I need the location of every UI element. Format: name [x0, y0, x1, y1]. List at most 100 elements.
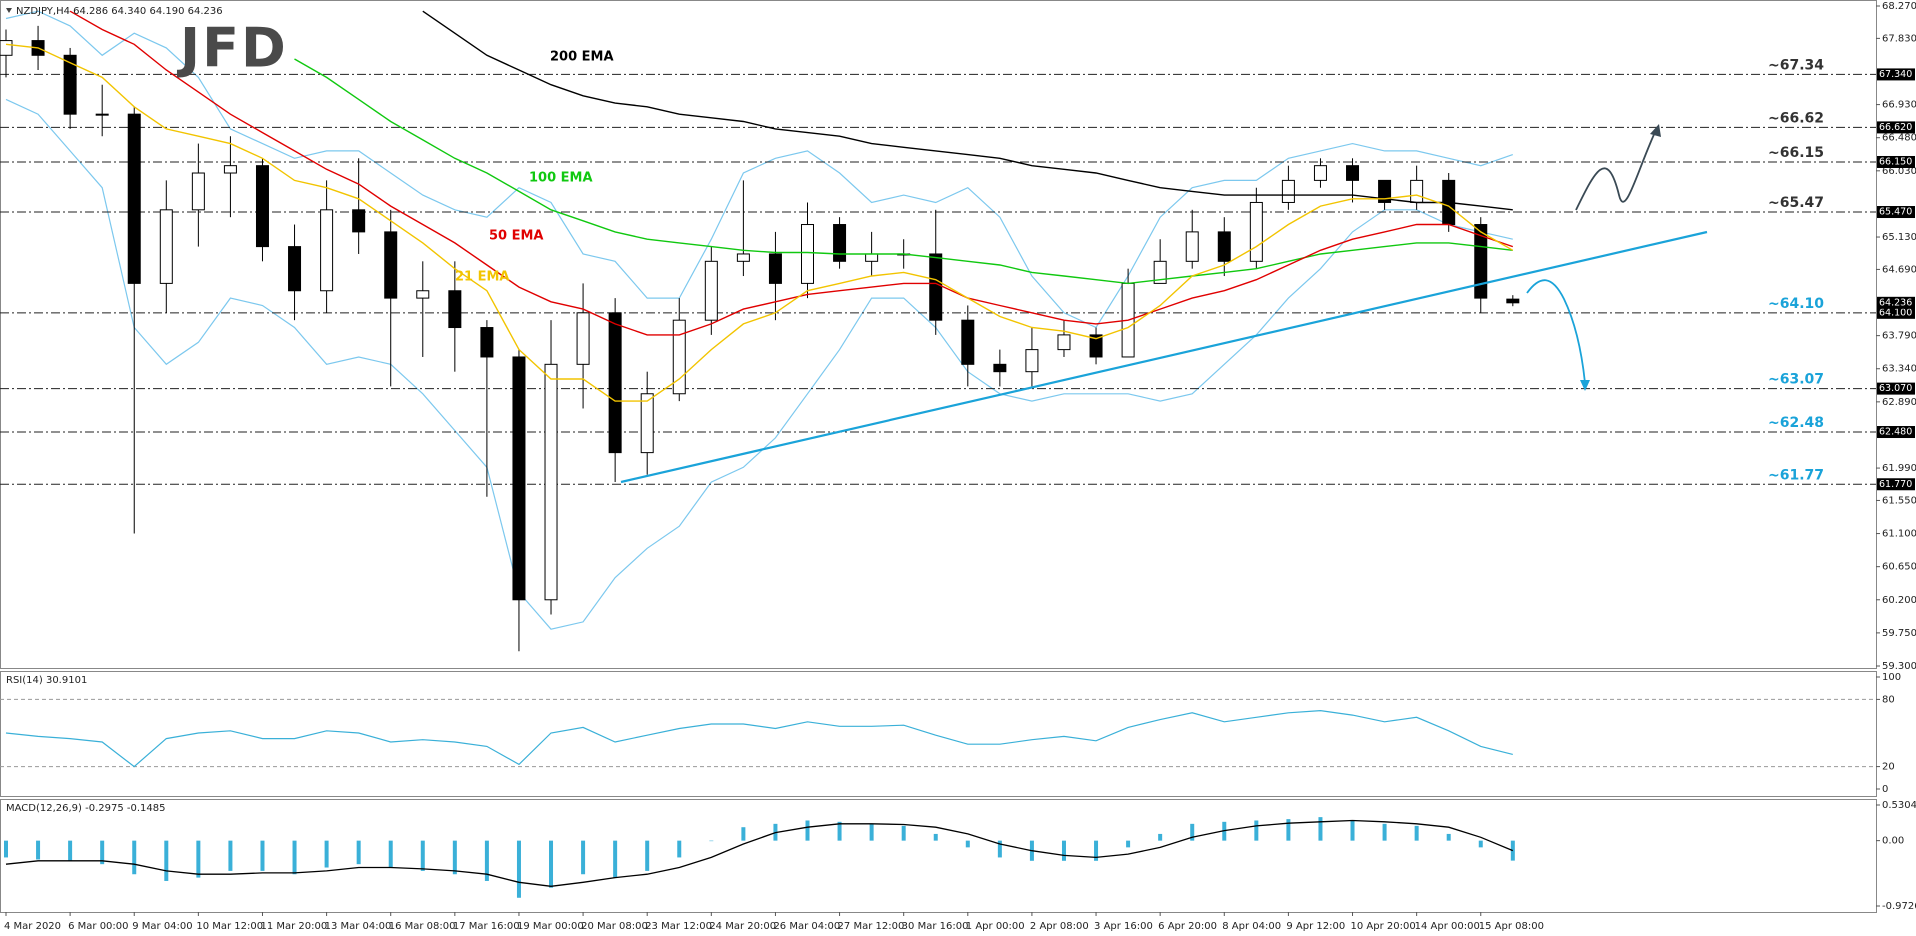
y-tick-label: 63.340 — [1882, 364, 1916, 375]
candle-body — [704, 260, 718, 321]
macd-title: MACD(12,26,9) -0.2975 -0.1485 — [6, 803, 166, 814]
level-label: ~65.47 — [1768, 195, 1824, 211]
x-tick-label: 30 Mar 16:00 — [902, 921, 969, 932]
candle-body — [929, 253, 943, 321]
level-box-label: 62.480 — [1879, 427, 1912, 438]
level-box — [1877, 382, 1915, 395]
candle-body — [801, 224, 814, 284]
macd-bar — [1061, 840, 1066, 861]
candle-body — [480, 327, 494, 358]
macd-bar — [452, 840, 457, 875]
ema-line — [5, 43, 1514, 402]
ema-label: 200 EMA — [550, 50, 614, 65]
macd-bar — [4, 840, 8, 858]
ema-line — [294, 58, 1513, 285]
last-price-box — [1877, 296, 1915, 309]
rsi-panel — [0, 671, 1877, 797]
macd-bar — [1510, 840, 1515, 861]
macd-bar — [132, 840, 137, 875]
last-price-label: 64.236 — [1879, 297, 1912, 308]
level-label: ~61.77 — [1768, 467, 1824, 483]
bollinger-band — [5, 98, 1513, 630]
rsi-line — [5, 709, 1513, 768]
macd-bar — [837, 821, 842, 841]
y-tick-label: 0 — [1882, 784, 1888, 795]
macd-bar — [1414, 825, 1419, 841]
macd-bar — [1254, 820, 1259, 841]
candle-body — [0, 40, 13, 56]
macd-bar — [709, 840, 714, 842]
y-tick-label: 64.690 — [1882, 264, 1916, 275]
y-tick-label: 61.550 — [1882, 495, 1916, 506]
macd-bar — [1286, 819, 1291, 841]
macd-bar — [292, 840, 297, 875]
macd-bar — [1382, 823, 1387, 841]
x-tick-label: 10 Apr 20:00 — [1351, 921, 1416, 932]
macd-bar — [1158, 833, 1163, 841]
macd-bar — [869, 823, 874, 841]
level-box-label: 61.770 — [1879, 479, 1912, 490]
macd-bar — [68, 840, 73, 861]
x-tick-label: 26 Mar 04:00 — [773, 921, 840, 932]
candle-body — [640, 393, 654, 454]
x-tick-label: 24 Mar 20:00 — [709, 921, 776, 932]
level-label: ~63.07 — [1768, 372, 1824, 388]
logo: JFD — [176, 17, 288, 80]
macd-bar — [260, 840, 265, 871]
macd-bar — [100, 840, 105, 865]
y-tick-label: 60.650 — [1882, 562, 1916, 573]
candle-body — [1217, 231, 1231, 262]
candle-body — [416, 290, 430, 299]
macd-bar — [356, 840, 361, 865]
candle-body — [95, 113, 109, 116]
candle-body — [1506, 298, 1520, 304]
level-box-label: 63.070 — [1879, 383, 1912, 394]
y-tick-label: -0.9726 — [1882, 901, 1916, 912]
macd-bar — [324, 840, 329, 868]
candle-body — [1410, 179, 1424, 203]
ema-line — [422, 10, 1513, 211]
level-box — [1877, 426, 1915, 439]
x-tick-label: 27 Mar 12:00 — [838, 921, 905, 932]
candle-body — [255, 165, 269, 248]
x-tick-label: 16 Mar 08:00 — [389, 921, 456, 932]
macd-bar — [613, 840, 618, 878]
y-tick-label: 66.930 — [1882, 100, 1916, 111]
x-tick-label: 15 Apr 08:00 — [1479, 921, 1544, 932]
x-tick-label: 4 Mar 2020 — [4, 921, 61, 932]
x-tick-label: 9 Apr 12:00 — [1286, 921, 1345, 932]
macd-bar — [965, 840, 970, 848]
candle-body — [1153, 260, 1167, 284]
candle-body — [608, 312, 622, 454]
bollinger-band — [5, 10, 1513, 329]
macd-bar — [933, 833, 938, 841]
y-tick-label: 68.270 — [1882, 1, 1916, 12]
level-box-label: 67.340 — [1879, 69, 1912, 80]
macd-bar — [516, 840, 521, 898]
candle-body — [1281, 179, 1295, 203]
x-tick-label: 20 Mar 08:00 — [581, 921, 648, 932]
macd-bar — [741, 827, 746, 841]
y-tick-label: 65.130 — [1882, 232, 1916, 243]
candle-body — [576, 312, 590, 365]
y-tick-label: 66.480 — [1882, 133, 1916, 144]
level-box — [1877, 206, 1915, 219]
level-box — [1877, 478, 1915, 491]
up-arrowhead — [1650, 124, 1661, 137]
candle-body — [448, 290, 462, 329]
macd-bar — [549, 840, 554, 888]
y-tick-label: 67.830 — [1882, 33, 1916, 44]
candle-body — [1025, 349, 1039, 373]
macd-panel — [0, 799, 1877, 913]
candle-body — [865, 253, 879, 262]
main-panel — [0, 0, 1877, 669]
x-tick-label: 3 Apr 16:00 — [1094, 921, 1153, 932]
candle-body — [1474, 224, 1488, 299]
y-tick-label: 63.790 — [1882, 331, 1916, 342]
x-tick-label: 10 Mar 12:00 — [196, 921, 263, 932]
x-tick-label: 1 Apr 00:00 — [966, 921, 1025, 932]
ema-line — [69, 10, 1514, 336]
level-label: ~66.62 — [1768, 110, 1824, 126]
level-box — [1877, 306, 1915, 319]
